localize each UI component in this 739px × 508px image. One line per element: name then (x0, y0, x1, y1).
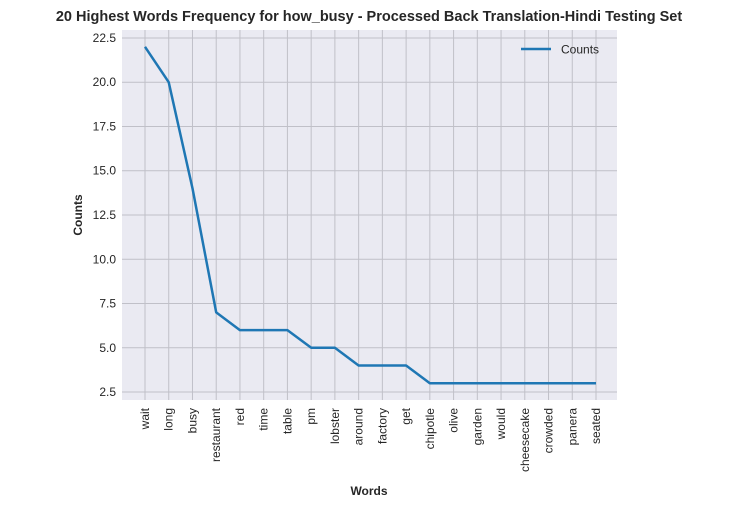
y-tick-label: 10.0 (93, 252, 117, 266)
x-tick-label: get (399, 407, 413, 424)
x-tick-label: around (352, 408, 366, 445)
x-tick-label: chipotle (423, 408, 437, 450)
x-tick-label: table (280, 408, 294, 434)
y-tick-label: 5.0 (99, 341, 116, 355)
x-tick-label: garden (470, 408, 484, 445)
x-tick-label: restaurant (209, 407, 223, 462)
x-tick-label: crowded (542, 408, 556, 453)
x-axis-label: Words (350, 484, 387, 498)
y-axis-label: Counts (71, 194, 85, 236)
y-tick-label: 12.5 (93, 208, 117, 222)
x-tick-label: cheesecake (518, 408, 532, 472)
series-line-counts (143, 46, 596, 385)
x-tick-labels: wait long busy restaurant red time table pm lobs… (138, 407, 603, 472)
x-tick-label: red (233, 408, 247, 425)
legend: Counts (521, 43, 599, 57)
y-tick-label: 15.0 (93, 164, 117, 178)
x-tick-label: panera (565, 408, 579, 446)
x-tick-label: would (494, 408, 508, 440)
x-tick-label: pm (304, 408, 318, 425)
x-tick-label: time (257, 408, 271, 431)
chart-title: 20 Highest Words Frequency for how_busy … (56, 9, 682, 25)
x-tick-label: wait (138, 407, 152, 430)
y-tick-label: 2.5 (99, 385, 116, 399)
x-tick-label: busy (185, 408, 199, 433)
y-tick-labels: 2.5 5.0 7.5 10.0 12.5 15.0 17.5 20.0 22.5 (93, 31, 117, 399)
y-tick-label: 7.5 (99, 297, 116, 311)
legend-label-counts: Counts (561, 43, 599, 57)
x-tick-label: lobster (328, 408, 342, 444)
y-tick-label: 22.5 (93, 31, 117, 45)
grid (122, 30, 617, 400)
y-tick-label: 17.5 (93, 119, 117, 133)
x-tick-label: olive (447, 408, 461, 433)
y-tick-label: 20.0 (93, 75, 117, 89)
x-tick-label: long (162, 408, 176, 431)
x-tick-label: factory (375, 408, 389, 444)
series-layer (143, 46, 596, 385)
x-tick-label: seated (589, 408, 603, 444)
